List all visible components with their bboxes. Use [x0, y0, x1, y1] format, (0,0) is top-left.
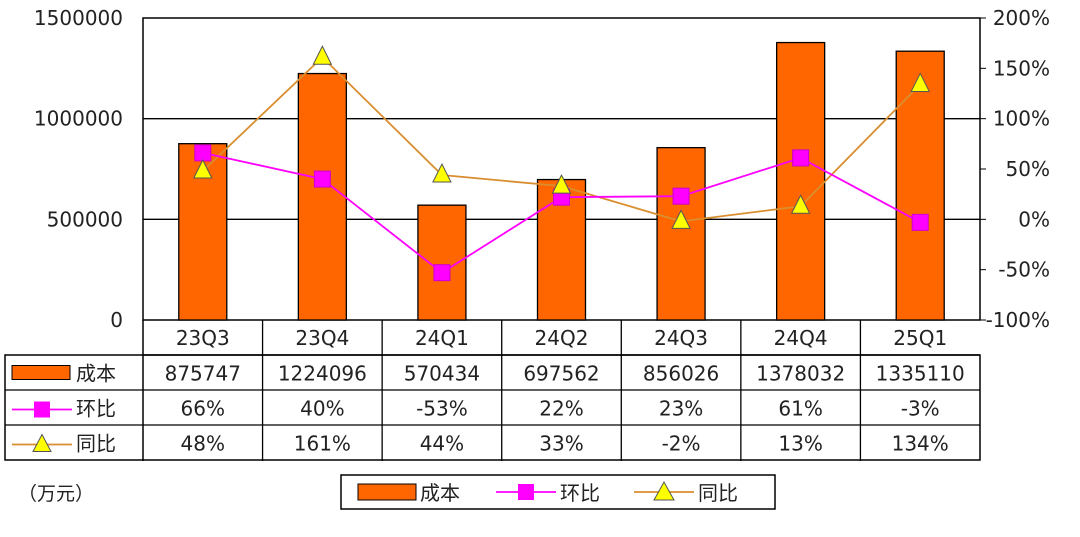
mom-marker-24Q4 — [792, 149, 810, 167]
legend-label-yoy: 同比 — [698, 481, 738, 505]
table-legend-marker — [34, 401, 50, 418]
table-cell-23Q3: 875747 — [165, 362, 241, 386]
table-cell-24Q3: 856026 — [643, 362, 719, 386]
table-cell-24Q1: 570434 — [404, 362, 480, 386]
bar-24Q3 — [656, 147, 706, 321]
left-axis-tick-label: 500000 — [47, 207, 123, 231]
table-cell-23Q4: 1224096 — [278, 362, 367, 386]
table-cell-24Q4: 61% — [778, 397, 822, 421]
legend-marker-mom — [518, 484, 534, 500]
mom-marker-23Q3 — [194, 144, 212, 162]
table-cell-23Q4: 161% — [294, 432, 351, 456]
left-axis-tick-label: 0 — [110, 308, 123, 332]
mom-marker-25Q1 — [911, 213, 929, 231]
yoy-marker-24Q3 — [671, 209, 691, 229]
yoy-marker-24Q2 — [551, 173, 572, 194]
category-label: 23Q3 — [176, 326, 230, 350]
right-axis-tick-label: -100% — [986, 308, 1050, 332]
category-label: 25Q1 — [893, 326, 947, 350]
yoy-marker-23Q4 — [312, 45, 333, 65]
mom-marker-23Q4 — [313, 170, 331, 188]
table-cell-24Q2: 33% — [539, 432, 583, 456]
table-cell-25Q1: 1335110 — [876, 362, 965, 386]
unit-label: （万元） — [18, 483, 94, 505]
legend-marker-yoy — [653, 480, 675, 501]
table-cell-24Q1: 44% — [420, 432, 464, 456]
right-axis-tick-label: -50% — [998, 258, 1050, 282]
table-legend-swatch — [11, 365, 71, 380]
table-cell-25Q1: -3% — [901, 397, 940, 421]
category-label: 24Q4 — [774, 326, 828, 350]
table-cell-23Q3: 66% — [181, 397, 225, 421]
table-cell-24Q4: 13% — [778, 432, 822, 456]
table-cell-24Q2: 697562 — [523, 362, 599, 386]
right-axis-tick-label: 50% — [1006, 157, 1050, 181]
category-label: 23Q4 — [295, 326, 349, 350]
table-cell-25Q1: 134% — [892, 432, 949, 456]
table-cell-24Q2: 22% — [539, 397, 583, 421]
legend-label-cost: 成本 — [420, 481, 460, 505]
bar-24Q4 — [775, 41, 826, 321]
table-series-name: 同比 — [76, 432, 116, 456]
right-axis-tick-label: 0% — [1018, 207, 1050, 231]
bar-23Q4 — [297, 72, 348, 321]
category-label: 24Q3 — [654, 326, 708, 350]
category-label: 24Q2 — [535, 326, 589, 350]
yoy-marker-23Q3 — [192, 158, 213, 179]
yoy-marker-25Q1 — [910, 72, 931, 92]
table-cell-24Q4: 1378032 — [756, 362, 845, 386]
right-axis-tick-label: 200% — [993, 6, 1050, 30]
table-series-name: 成本 — [76, 362, 116, 386]
table-cell-24Q3: -2% — [662, 432, 701, 456]
mom-marker-24Q1 — [433, 264, 451, 282]
table-legend-marker — [32, 433, 52, 452]
yoy-marker-24Q4 — [790, 194, 811, 214]
right-axis-tick-label: 150% — [993, 56, 1050, 80]
left-axis-tick-label: 1500000 — [34, 6, 123, 30]
legend-label-mom: 环比 — [560, 481, 600, 505]
table-cell-24Q1: -53% — [416, 397, 468, 421]
table-series-name: 环比 — [76, 397, 116, 421]
table-cell-24Q3: 23% — [659, 397, 703, 421]
left-axis-tick-label: 1000000 — [34, 107, 123, 131]
table-cell-23Q4: 40% — [300, 397, 344, 421]
data-table — [4, 354, 981, 461]
table-cell-23Q3: 48% — [181, 432, 225, 456]
legend-swatch-cost — [357, 483, 417, 501]
yoy-marker-24Q1 — [432, 162, 452, 183]
right-axis-tick-label: 100% — [993, 107, 1050, 131]
mom-marker-24Q3 — [672, 187, 690, 205]
bar-25Q1 — [895, 50, 945, 321]
category-label: 24Q1 — [415, 326, 469, 350]
